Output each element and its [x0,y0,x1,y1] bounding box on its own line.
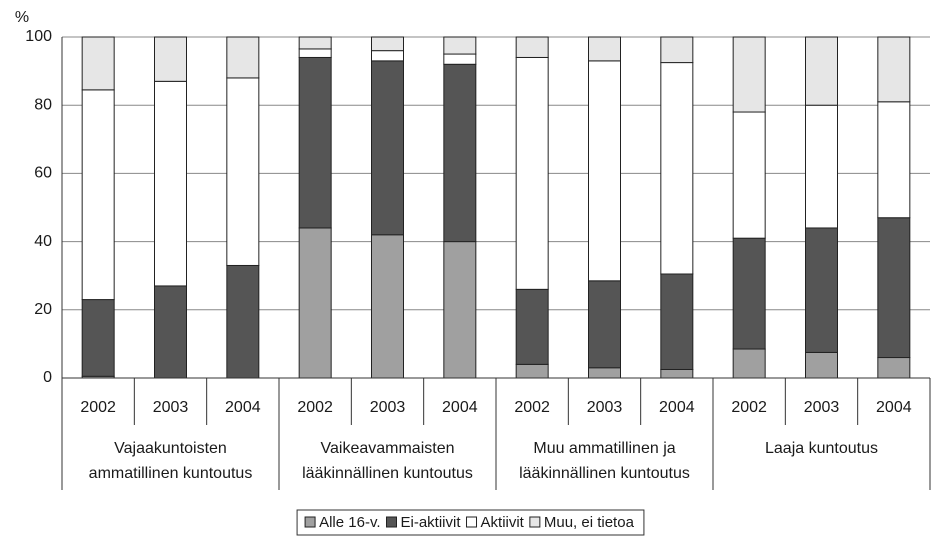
legend-label: Muu, ei tietoa [544,514,635,531]
group-label: Vajaakuntoisten [114,440,227,457]
y-tick-label: 40 [34,233,52,250]
x-tick-label: 2002 [297,399,333,416]
bar-segment [443,36,477,55]
group-label: Vaikeavammaisten [321,440,455,457]
bar-segment [588,36,621,62]
x-tick-label: 2002 [80,399,116,416]
bar-segment [805,104,838,229]
bar-segment [515,36,549,58]
bar-segment [732,111,766,239]
y-tick-label: 0 [43,369,52,386]
bar-segment [515,288,549,365]
bar-segment [298,48,332,58]
x-tick-label: 2003 [804,399,840,416]
x-tick-label: 2002 [514,399,550,416]
bar-segment [226,77,260,266]
bar-segment [660,36,694,64]
group-label: lääkinnällinen kuntoutus [302,465,473,482]
bar-segment [371,234,404,379]
bar-segment [371,36,404,52]
legend-label: Alle 16-v. [319,514,380,531]
x-tick-label: 2003 [587,399,623,416]
bar-segment [732,348,766,379]
y-tick-label: 20 [34,301,52,318]
x-tick-label: 2003 [370,399,406,416]
bar-segment [298,56,332,229]
bar-segment [371,60,404,236]
legend-label: Ei-aktiivit [401,514,462,531]
bar-segment [877,36,911,103]
x-tick-label: 2003 [153,399,189,416]
x-tick-label: 2004 [225,399,261,416]
y-tick-label: 80 [34,96,52,113]
bar-segment [154,80,187,287]
bar-segment [154,285,187,379]
bar-segment [443,241,477,379]
group-label: Laaja kuntoutus [765,440,878,457]
bar-segment [226,36,260,79]
y-tick-label: 100 [25,28,52,45]
bar-segment [588,367,621,379]
group-label: Muu ammatillinen ja [533,440,675,457]
legend-swatch [304,516,316,528]
bar-segment [154,36,187,82]
legend-swatch [386,516,397,528]
x-tick-label: 2004 [659,399,695,416]
bar-segment [660,273,694,370]
bar-segment [877,101,911,219]
bar-segment [81,36,115,91]
bar-segment [226,264,260,379]
bar-segment [298,227,332,379]
bar-segment [588,280,621,369]
bar-segment [877,357,911,379]
bar-segment [298,36,332,50]
bar-segment [877,217,911,359]
bar-segment [805,36,838,106]
x-tick-label: 2002 [731,399,767,416]
bar-segment [588,60,621,282]
bar-segment [81,89,115,301]
legend-swatch [529,516,541,528]
bar-segment [660,368,694,379]
x-tick-label: 2004 [876,399,912,416]
bar-segment [660,62,694,275]
group-label: lääkinnällinen kuntoutus [519,465,690,482]
group-label: ammatillinen kuntoutus [89,465,253,482]
bar-segment [443,53,477,65]
bar-segment [81,299,115,377]
legend-label: Aktiivit [481,514,525,531]
bar-segment [371,50,404,62]
bar-segment [515,363,549,379]
y-tick-label: 60 [34,165,52,182]
bar-segment [805,227,838,353]
bar-segment [443,63,477,243]
bar-segment [732,237,766,350]
y-axis-label: % [15,9,29,26]
legend-swatch [466,516,478,528]
x-tick-label: 2004 [442,399,478,416]
bar-segment [805,351,838,379]
bar-segment [732,36,766,113]
bar-segment [515,56,549,290]
